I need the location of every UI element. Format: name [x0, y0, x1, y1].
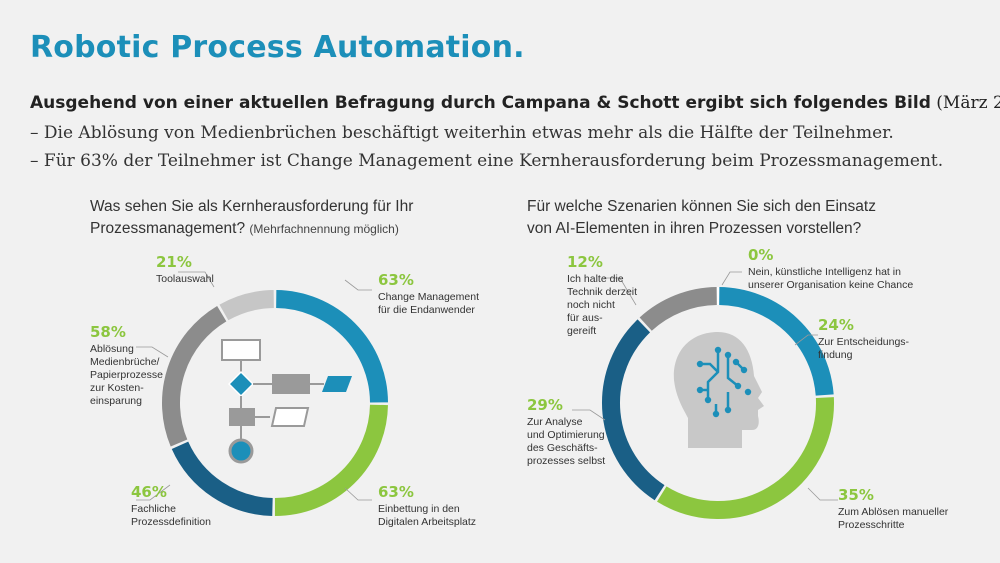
left-label-2-text: Einbettung in den Digitalen Arbeitsplatz	[378, 503, 477, 528]
right-label-1-text: Nein, künstliche Intelligenz hat in unse…	[748, 266, 914, 291]
left-label-5-text: Toolauswahl	[156, 273, 214, 285]
right-donut-slice-3	[657, 397, 834, 519]
right-label-5-pct: 12%	[567, 253, 603, 271]
left-label-3-pct: 46%	[131, 483, 167, 501]
lead-date: (März 2018)	[936, 93, 1000, 113]
right-question-line2: von AI-Elementen in ihren Prozessen vors…	[527, 220, 862, 237]
left-donut-slice-3	[171, 441, 273, 516]
left-label-4-pct: 58%	[90, 323, 126, 341]
leader-line	[794, 334, 818, 346]
leader-line	[344, 487, 372, 501]
left-label-5-pct: 21%	[156, 253, 192, 271]
right-label-3-text: Zum Ablösen manueller Prozesschritte	[838, 506, 949, 531]
left-donut-slice-4	[162, 305, 227, 447]
page-title: Robotic Process Automation.	[30, 30, 525, 65]
process-flow-icon	[221, 339, 352, 464]
right-donut	[602, 287, 834, 519]
left-donut-slice-5	[219, 290, 275, 321]
bullet-2: – Für 63% der Teilnehmer ist Change Mana…	[30, 151, 944, 171]
lead-bold: Ausgehend von einer aktuellen Befragung …	[30, 93, 931, 113]
leader-line	[344, 279, 372, 291]
left-donut-slice-2	[274, 404, 388, 516]
left-question-note: (Mehrfachnennung möglich)	[249, 222, 399, 236]
right-label-4-pct: 29%	[527, 396, 563, 414]
leader-line	[721, 271, 742, 286]
right-label-2-text: Zur Entscheidungs- findung	[818, 336, 910, 361]
leader-lines	[136, 271, 838, 501]
leader-line	[136, 484, 171, 501]
left-question: Was sehen Sie als Kernherausforderung fü…	[90, 196, 413, 240]
left-label-4-text: Ablösung Medienbrüche/ Papierprozesse zu…	[90, 343, 163, 407]
left-question-line1: Was sehen Sie als Kernherausforderung fü…	[90, 198, 414, 215]
leader-line	[572, 409, 606, 421]
leader-line	[604, 277, 637, 306]
right-donut-slice-2	[718, 287, 834, 396]
right-label-1-pct: 0%	[748, 246, 774, 264]
leader-line	[178, 271, 215, 288]
right-donut-slice-4	[602, 319, 665, 501]
right-donut-slice-5	[639, 287, 718, 331]
right-label-4-text: Zur Analyse und Optimierung des Geschäft…	[527, 416, 606, 467]
right-question-line1: Für welche Szenarien können Sie sich den…	[527, 198, 876, 215]
ai-head-icon	[673, 332, 764, 448]
bullet-1: – Die Ablösung von Medienbrüchen beschäf…	[30, 123, 894, 143]
right-label-5-text: Ich halte die Technik derzeit noch nicht…	[567, 273, 638, 337]
left-label-1-pct: 63%	[378, 271, 414, 289]
left-label-3-text: Fachliche Prozessdefinition	[131, 503, 211, 528]
left-label-1-text: Change Management für die Endanwender	[378, 291, 479, 316]
right-label-3-pct: 35%	[838, 486, 874, 504]
leader-line	[807, 487, 838, 501]
leader-line	[136, 346, 169, 358]
left-label-2-pct: 63%	[378, 483, 414, 501]
right-question: Für welche Szenarien können Sie sich den…	[527, 196, 876, 240]
left-donut	[162, 290, 388, 516]
right-label-2-pct: 24%	[818, 316, 854, 334]
left-donut-slice-1	[275, 290, 388, 403]
left-question-line2: Prozessmanagement?	[90, 220, 246, 237]
lead-text: Ausgehend von einer aktuellen Befragung …	[30, 93, 1000, 113]
